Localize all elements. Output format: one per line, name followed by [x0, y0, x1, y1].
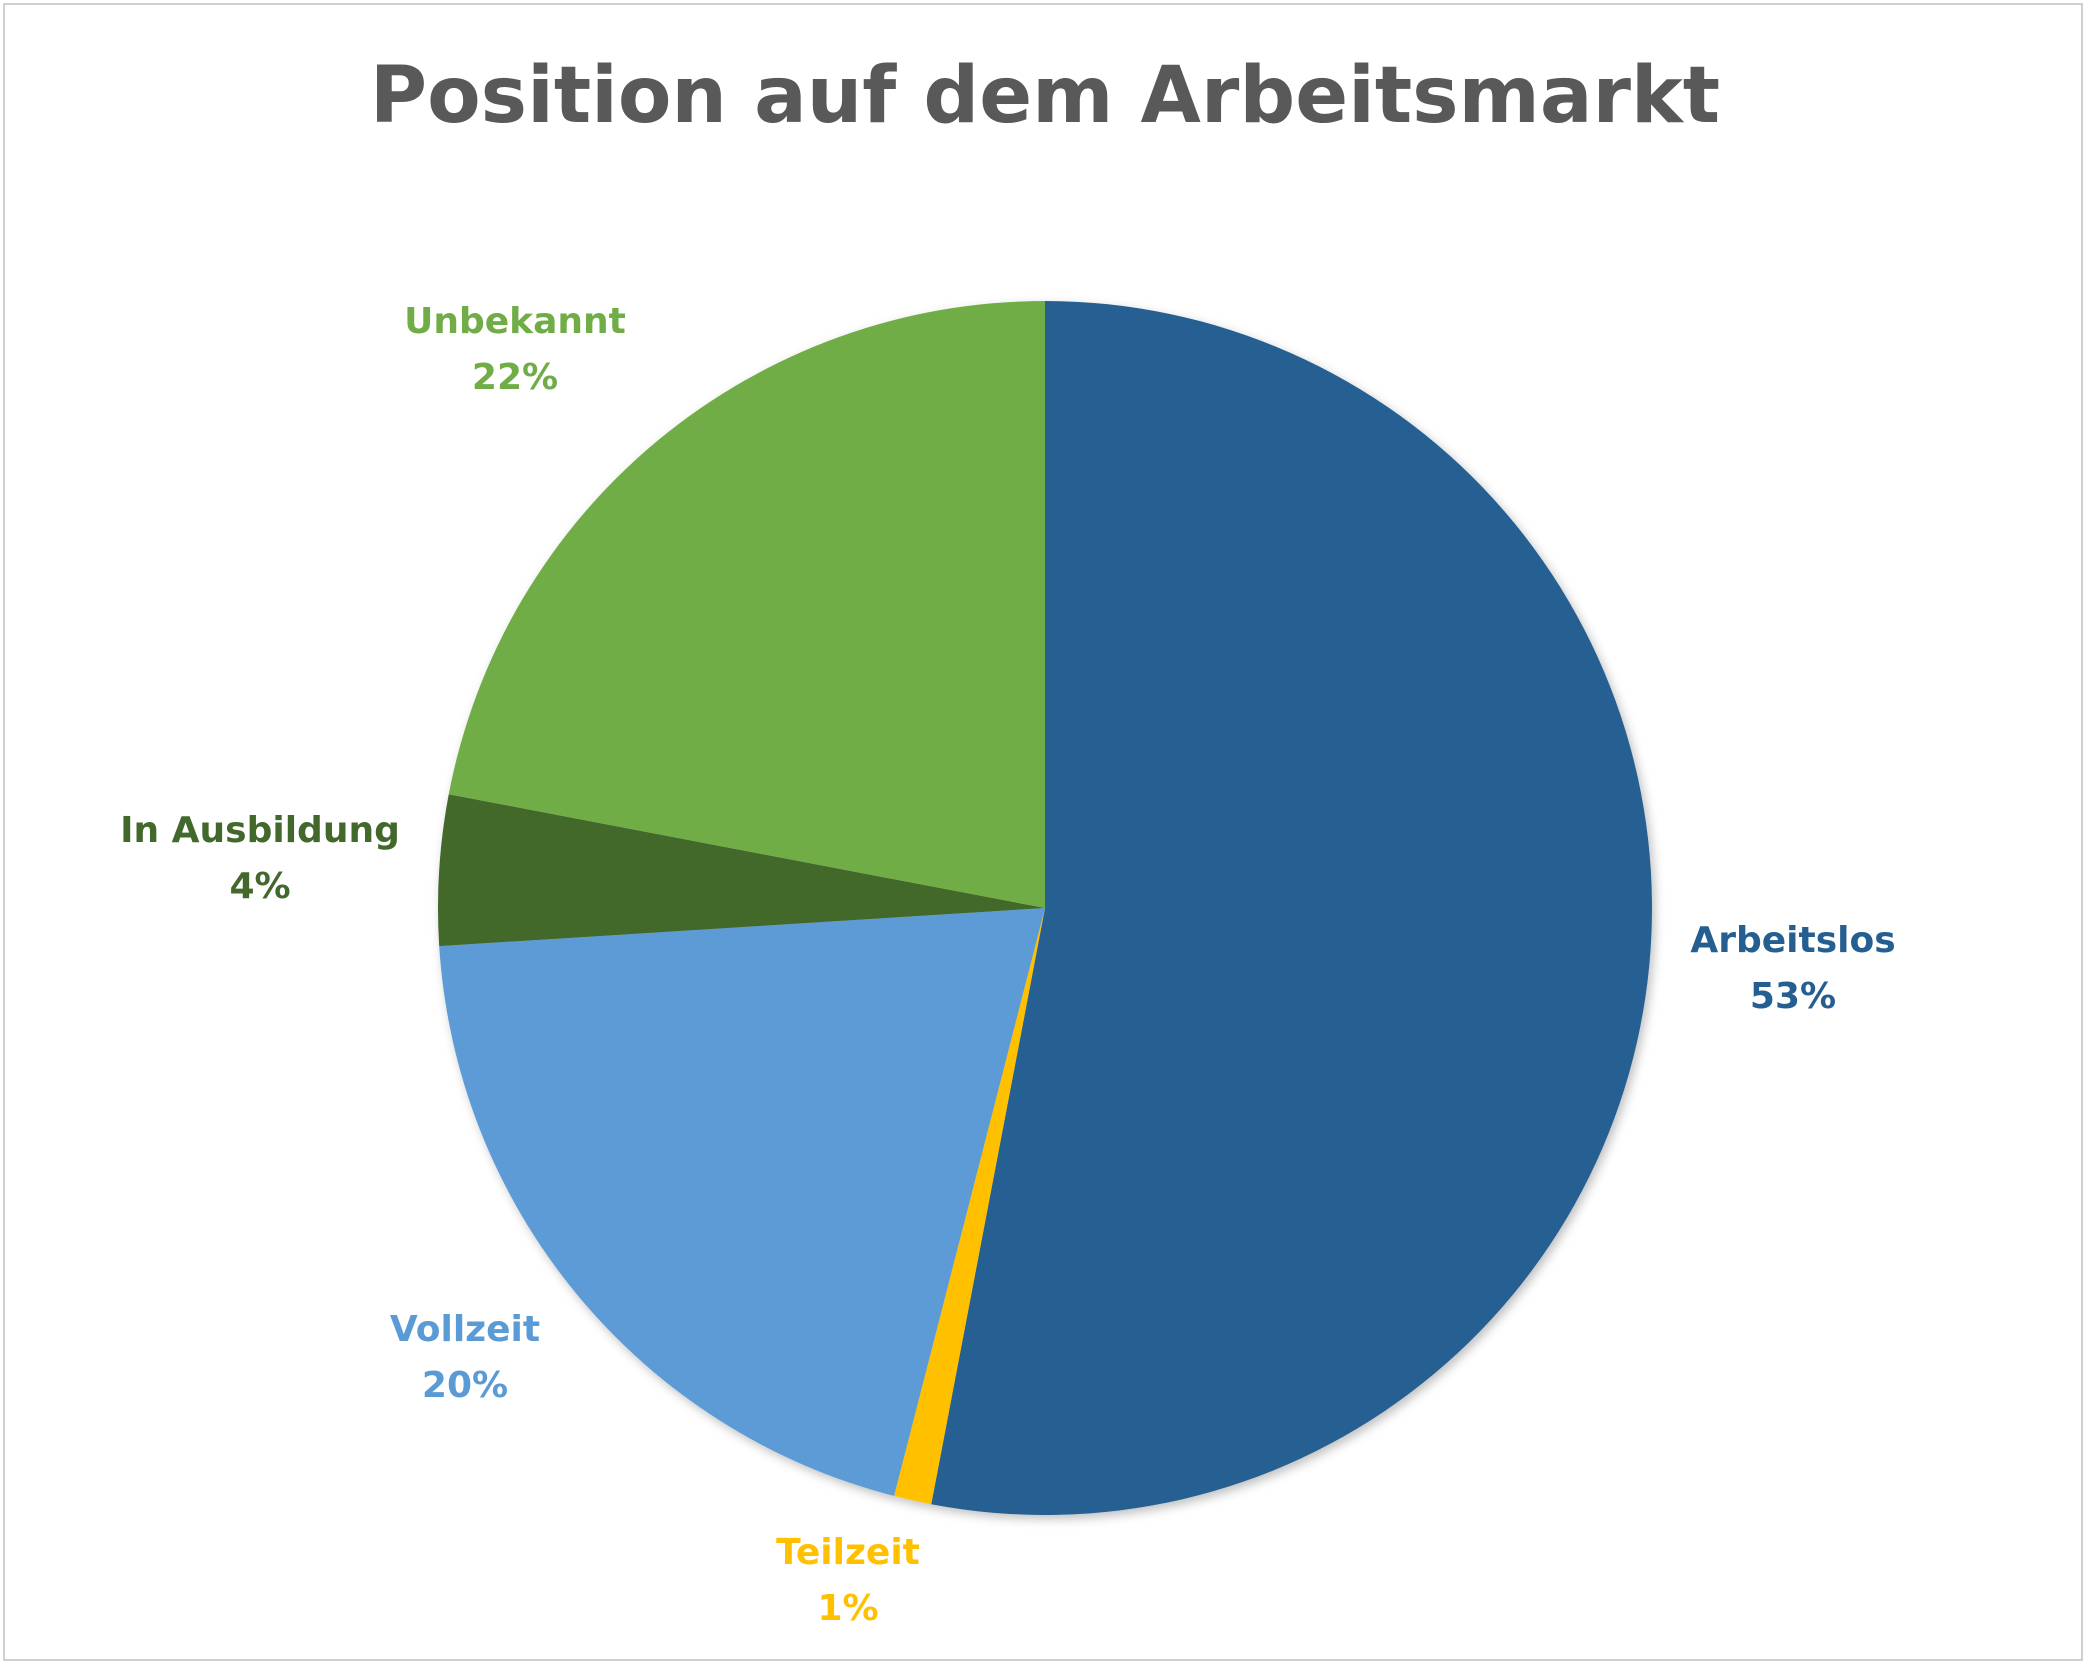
slice-percent: 22% [472, 357, 558, 398]
slice-label-teilzeit: Teilzeit 1% [776, 1532, 920, 1629]
slice-name: Arbeitslos [1690, 920, 1895, 961]
pie-slice-unbekannt [448, 300, 1045, 908]
pie-slice-teilzeit [894, 908, 1045, 1505]
slice-label-vollzeit: Vollzeit 20% [390, 1309, 540, 1406]
slice-percent: 20% [422, 1365, 508, 1406]
slice-name: Unbekannt [404, 301, 626, 342]
slice-label-in-ausbildung: In Ausbildung 4% [120, 810, 400, 907]
pie-slice-in-ausbildung [438, 794, 1045, 947]
pie-slice-arbeitslos [931, 301, 1652, 1515]
slice-percent: 53% [1750, 976, 1836, 1017]
slice-name: Vollzeit [390, 1309, 540, 1350]
slice-name: Teilzeit [776, 1532, 920, 1573]
slice-percent: 4% [229, 866, 290, 907]
slice-label-arbeitslos: Arbeitslos 53% [1690, 920, 1895, 1017]
pie-slice-vollzeit [439, 908, 1045, 1496]
chart-title: Position auf dem Arbeitsmarkt [369, 51, 1721, 141]
slice-percent: 1% [817, 1588, 878, 1629]
slice-name: In Ausbildung [120, 810, 400, 851]
slice-label-unbekannt: Unbekannt 22% [404, 301, 626, 398]
